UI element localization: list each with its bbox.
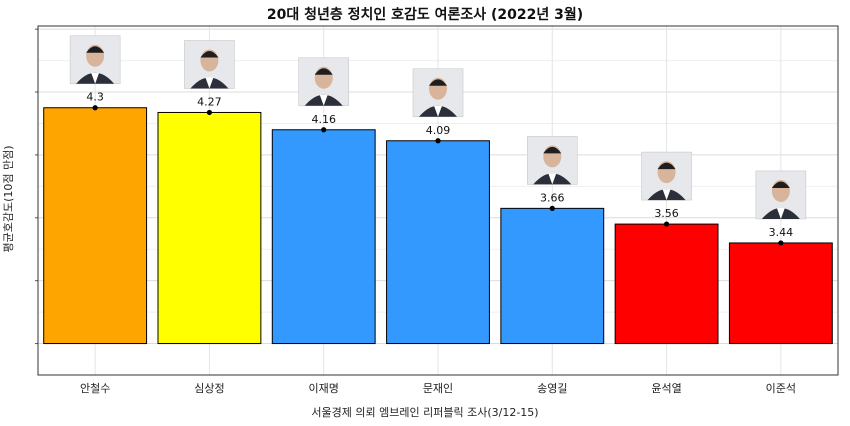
data-point-7 [778, 240, 784, 246]
y-axis-label: 평균호감도(10점 만점) [2, 145, 15, 253]
category-label-7: 이준석 [766, 382, 796, 395]
category-label-6: 윤석열 [651, 382, 681, 395]
data-point-3 [321, 127, 327, 133]
portrait-icon-3 [298, 57, 350, 107]
category-label-1: 안철수 [80, 382, 110, 395]
bar-5 [500, 207, 605, 345]
portrait-icon-6 [641, 151, 692, 201]
data-point-1 [92, 105, 98, 111]
value-label-5: 3.66 [540, 191, 565, 204]
portrait-icon-7 [755, 170, 807, 220]
portrait-icon-4 [412, 68, 464, 118]
portrait-icon-5 [526, 136, 578, 185]
plot-border [37, 25, 839, 376]
data-point-2 [206, 109, 213, 116]
category-label-5: 송영길 [537, 382, 567, 395]
data-point-5 [549, 205, 555, 211]
category-label-3: 이재명 [309, 382, 339, 395]
value-label-1: 4.3 [86, 91, 104, 104]
value-label-2: 4.27 [197, 95, 222, 108]
data-point-6 [663, 221, 670, 227]
portrait-icon-1 [69, 35, 121, 85]
bar-7 [728, 242, 833, 345]
chart-title: 20대 청년층 정치인 호감도 여론조사 (2022년 3월) [266, 7, 584, 23]
value-label-4: 4.09 [426, 124, 451, 137]
bar-2 [157, 111, 262, 345]
bar-6 [614, 223, 719, 345]
category-label-4: 문재인 [423, 382, 453, 395]
data-point-4 [435, 138, 441, 144]
bar-3 [271, 129, 376, 345]
value-label-7: 3.44 [769, 226, 794, 239]
value-label-6: 3.56 [654, 207, 679, 220]
value-label-3: 4.16 [311, 113, 336, 126]
x-axis-label: 서울경제 의뢰 엠브레인 리퍼블릭 조사(3/12-15) [311, 406, 539, 419]
bar-1 [43, 107, 148, 345]
category-label-2: 심상정 [194, 382, 224, 395]
portrait-icon-2 [184, 40, 235, 89]
bar-4 [386, 140, 490, 345]
